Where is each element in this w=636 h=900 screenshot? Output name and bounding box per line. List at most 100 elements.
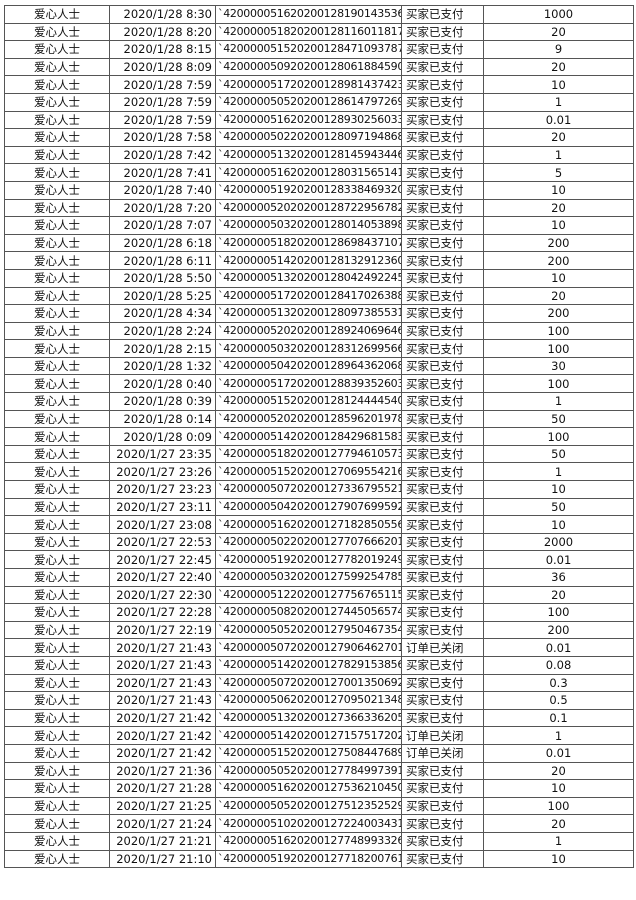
table-row: 爱心人士 2020/1/27 22:30 `42000005122020012775… [4, 585, 634, 605]
payment-time-cell: 2020/1/27 21:42 [109, 726, 216, 745]
payment-time-cell: 2020/1/28 7:42 [109, 145, 216, 165]
transaction-id-cell: `4200000504202001279076995922 [215, 497, 402, 517]
amount-cell: 0.5 [483, 691, 634, 710]
table-row: 爱心人士 2020/1/28 7:59 `420000050520200128614… [4, 92, 634, 112]
donor-name-cell: 爱心人士 [4, 92, 110, 112]
table-row: 爱心人士 2020/1/27 21:43 `42000005142020012782… [4, 655, 634, 675]
table-row: 爱心人士 2020/1/27 22:45 `42000005192020012778… [4, 550, 634, 569]
donor-name-cell: 爱心人士 [4, 550, 110, 569]
payment-status-cell: 买家已支付 [401, 462, 484, 482]
transaction-id-cell: `4200000519202001277820192493 [215, 550, 402, 569]
donor-name-cell: 爱心人士 [4, 339, 110, 358]
payment-time-cell: 2020/1/28 7:07 [109, 216, 216, 235]
payment-status-cell: 买家已支付 [401, 691, 484, 710]
payment-status-cell: 买家已支付 [401, 620, 484, 640]
transaction-id-cell: `4200000517202001289814374232 [215, 75, 402, 94]
table-row: 爱心人士 2020/1/27 21:43 `42000005062020012709… [4, 691, 634, 710]
amount-cell: 36 [483, 568, 634, 587]
donor-name-cell: 爱心人士 [4, 392, 110, 411]
amount-cell: 9 [483, 40, 634, 59]
payment-status-cell: 订单已关闭 [401, 638, 484, 657]
payment-status-cell: 买家已支付 [401, 110, 484, 130]
donor-name-cell: 爱心人士 [4, 779, 110, 798]
amount-cell: 20 [483, 286, 634, 306]
table-row: 爱心人士 2020/1/28 7:59 `420000051720200128981… [4, 75, 634, 94]
donor-name-cell: 爱心人士 [4, 180, 110, 200]
payment-status-cell: 买家已支付 [401, 128, 484, 147]
donor-name-cell: 爱心人士 [4, 691, 110, 710]
payment-status-cell: 买家已支付 [401, 304, 484, 323]
transaction-id-cell: `4200000503202001275992547859 [215, 568, 402, 587]
table-row: 爱心人士 2020/1/27 21:42 `42000005152020012750… [4, 743, 634, 763]
transaction-id-cell: `4200000507202001273367955216 [215, 480, 402, 499]
payment-status-cell: 买家已支付 [401, 198, 484, 218]
payment-status-cell: 买家已支付 [401, 708, 484, 728]
amount-cell: 100 [483, 427, 634, 446]
payment-status-cell: 买家已支付 [401, 163, 484, 182]
transaction-id-cell: `4200000514202001278291538565 [215, 655, 402, 675]
payment-time-cell: 2020/1/27 21:43 [109, 691, 216, 710]
donor-name-cell: 爱心人士 [4, 356, 110, 376]
donor-name-cell: 爱心人士 [4, 409, 110, 429]
payment-status-cell: 买家已支付 [401, 286, 484, 306]
table-row: 爱心人士 2020/1/27 21:36 `42000005052020012778… [4, 761, 634, 781]
transaction-id-cell: `4200000518202001277946105737 [215, 444, 402, 464]
amount-cell: 100 [483, 339, 634, 358]
payment-status-cell: 买家已支付 [401, 75, 484, 94]
donor-name-cell: 爱心人士 [4, 796, 110, 816]
amount-cell: 10 [483, 75, 634, 94]
table-row: 爱心人士 2020/1/27 22:19 `42000005052020012795… [4, 620, 634, 640]
amount-cell: 0.01 [483, 110, 634, 130]
table-row: 爱心人士 2020/1/28 0:09 `420000051420200128429… [4, 427, 634, 446]
amount-cell: 20 [483, 761, 634, 781]
transaction-id-cell: `4200000508202001274450565741 [215, 603, 402, 622]
amount-cell: 1 [483, 92, 634, 112]
payment-time-cell: 2020/1/27 21:10 [109, 849, 216, 869]
payment-status-cell: 买家已支付 [401, 568, 484, 587]
transaction-id-cell: `4200000502202001277076662016 [215, 532, 402, 552]
payment-time-cell: 2020/1/27 21:36 [109, 761, 216, 781]
transaction-id-cell: `4200000505202001277849973917 [215, 761, 402, 781]
amount-cell: 100 [483, 603, 634, 622]
amount-cell: 50 [483, 444, 634, 464]
payment-time-cell: 2020/1/28 0:09 [109, 427, 216, 446]
amount-cell: 1000 [483, 5, 634, 24]
table-row: 爱心人士 2020/1/27 21:28 `42000005162020012753… [4, 779, 634, 798]
donor-name-cell: 爱心人士 [4, 761, 110, 781]
donor-name-cell: 爱心人士 [4, 673, 110, 693]
table-row: 爱心人士 2020/1/27 23:35 `42000005182020012779… [4, 444, 634, 464]
transaction-id-cell: `4200000516202001277489933264 [215, 831, 402, 851]
payment-time-cell: 2020/1/27 22:28 [109, 603, 216, 622]
payment-time-cell: 2020/1/28 8:09 [109, 57, 216, 77]
transaction-id-cell: `4200000513202001280424922454 [215, 268, 402, 288]
transaction-id-cell: `4200000516202001289302560330 [215, 110, 402, 130]
payment-time-cell: 2020/1/28 0:40 [109, 374, 216, 394]
payment-time-cell: 2020/1/27 23:35 [109, 444, 216, 464]
amount-cell: 1 [483, 392, 634, 411]
transaction-id-cell: `4200000517202001284170263888 [215, 286, 402, 306]
payment-status-cell: 订单已关闭 [401, 726, 484, 745]
amount-cell: 0.1 [483, 708, 634, 728]
transaction-id-cell: `4200000519202001283384693206 [215, 180, 402, 200]
transaction-id-cell: `4200000507202001279064627018 [215, 638, 402, 657]
payment-time-cell: 2020/1/27 21:21 [109, 831, 216, 851]
transaction-id-cell: `4200000502202001280971948686 [215, 128, 402, 147]
payment-time-cell: 2020/1/28 6:18 [109, 233, 216, 253]
donor-name-cell: 爱心人士 [4, 233, 110, 253]
payment-status-cell: 买家已支付 [401, 796, 484, 816]
table-row: 爱心人士 2020/1/27 21:24 `42000005102020012722… [4, 814, 634, 833]
amount-cell: 0.08 [483, 655, 634, 675]
amount-cell: 1 [483, 831, 634, 851]
payment-status-cell: 买家已支付 [401, 356, 484, 376]
donor-name-cell: 爱心人士 [4, 532, 110, 552]
payment-time-cell: 2020/1/27 22:53 [109, 532, 216, 552]
table-row: 爱心人士 2020/1/28 2:15 `420000050320200128312… [4, 339, 634, 358]
payment-time-cell: 2020/1/28 5:25 [109, 286, 216, 306]
payment-time-cell: 2020/1/27 22:40 [109, 568, 216, 587]
table-row: 爱心人士 2020/1/28 6:11 `420000051420200128132… [4, 251, 634, 270]
payment-time-cell: 2020/1/27 22:45 [109, 550, 216, 569]
donor-name-cell: 爱心人士 [4, 708, 110, 728]
payment-status-cell: 买家已支付 [401, 57, 484, 77]
payment-time-cell: 2020/1/28 7:59 [109, 110, 216, 130]
amount-cell: 100 [483, 321, 634, 341]
